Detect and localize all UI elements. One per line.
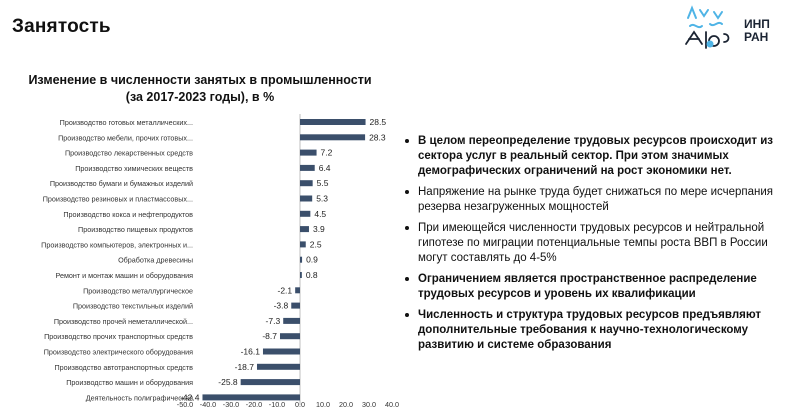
bar — [283, 317, 300, 324]
data-label: -3.8 — [274, 301, 289, 311]
category-label: Производство текстильных изделий — [73, 302, 193, 311]
category-label: Ремонт и монтаж машин и оборудования — [56, 271, 194, 280]
category-label: Производство автотранспортных средств — [55, 363, 194, 372]
bar — [279, 333, 300, 340]
bullet-item: Ограничением является пространственное р… — [402, 272, 782, 302]
category-label: Деятельность полиграфическая — [86, 393, 193, 402]
category-label: Производство готовых металлических... — [60, 118, 193, 127]
category-label: Производство прочей неметаллической... — [54, 317, 193, 326]
bar — [300, 180, 313, 187]
data-label: 28.5 — [370, 117, 387, 127]
bar — [262, 348, 300, 355]
data-label: 0.8 — [306, 270, 318, 280]
bar — [300, 210, 311, 217]
bullet-item: Напряжение на рынке труда будет снижатьс… — [402, 185, 782, 215]
category-label: Производство электрического оборудования — [44, 348, 193, 357]
chart-title: Изменение в численности занятых в промыш… — [0, 72, 400, 106]
x-tick-label: 40.0 — [385, 400, 399, 409]
category-label: Обработка древесины — [118, 256, 193, 265]
data-label: -18.7 — [235, 362, 255, 372]
data-label: -8.7 — [262, 331, 277, 341]
bar — [240, 379, 300, 386]
x-tick-label: 0.0 — [295, 400, 305, 409]
bar-chart: 28.5 Производство готовых металлических..… — [41, 114, 399, 409]
x-tick-label: -40.0 — [200, 400, 216, 409]
bar — [300, 149, 317, 156]
x-tick-label: 20.0 — [339, 400, 353, 409]
chart-title-line2: (за 2017-2023 годы), в % — [125, 90, 275, 104]
category-label: Производство химических веществ — [75, 164, 193, 173]
data-label: -16.1 — [241, 347, 261, 357]
x-tick-label: -20.0 — [246, 400, 262, 409]
category-label: Производство машин и оборудования — [66, 378, 193, 387]
x-tick-label: -50.0 — [177, 400, 193, 409]
logo-text-line1: ИНП — [744, 17, 770, 31]
data-label: -2.1 — [278, 285, 293, 295]
bullet-item: В целом переопределение трудовых ресурсо… — [402, 134, 782, 179]
data-label: 5.3 — [316, 194, 328, 204]
data-label: -7.3 — [266, 316, 281, 326]
bar — [300, 226, 309, 233]
category-label: Производство прочих транспортных средств — [44, 332, 193, 341]
bullet-item: При имеющейся численности трудовых ресур… — [402, 221, 782, 266]
category-label: Производство кокса и нефтепродуктов — [63, 210, 193, 219]
logo-text-line2: РАН — [744, 30, 769, 44]
bar — [300, 134, 366, 141]
data-label: 28.3 — [369, 132, 386, 142]
x-tick-label: 10.0 — [316, 400, 330, 409]
bar — [300, 164, 315, 171]
category-label: Производство бумаги и бумажных изделий — [50, 179, 193, 188]
data-label: 2.5 — [310, 239, 322, 249]
data-label: 0.9 — [306, 255, 318, 265]
category-label: Производство пищевых продуктов — [78, 225, 193, 234]
category-label: Производство резиновых и пластмассовых..… — [43, 195, 193, 204]
bullet-list: В целом переопределение трудовых ресурсо… — [402, 134, 782, 359]
bar — [300, 241, 306, 248]
category-label: Производство мебели, прочих готовых... — [58, 133, 193, 142]
bar — [300, 119, 366, 125]
data-label: 3.9 — [313, 224, 325, 234]
data-label: -25.8 — [218, 377, 238, 387]
logo-mark-icon — [685, 5, 730, 49]
bar — [295, 287, 300, 294]
data-label: 5.5 — [317, 178, 329, 188]
bar — [202, 394, 300, 401]
bar — [291, 302, 300, 309]
bar — [300, 272, 302, 278]
category-label: Производство компьютеров, электронных и.… — [41, 240, 193, 249]
bullet-item: Численность и структура трудовых ресурсо… — [402, 308, 782, 353]
x-tick-label: -10.0 — [269, 400, 285, 409]
data-label: 7.2 — [321, 148, 333, 158]
slide-title: Занятость — [12, 16, 111, 37]
category-label: Производство металлургическое — [83, 286, 193, 295]
category-label: Производство лекарственных средств — [65, 149, 193, 158]
chart-title-line1: Изменение в численности занятых в промыш… — [28, 73, 372, 87]
data-label: 6.4 — [319, 163, 331, 173]
data-label: 4.5 — [314, 209, 326, 219]
bar — [256, 363, 300, 370]
x-tick-label: -30.0 — [223, 400, 239, 409]
bar — [300, 256, 303, 263]
x-tick-label: 30.0 — [362, 400, 376, 409]
bar — [300, 195, 313, 202]
data-label: -42.4 — [180, 392, 200, 402]
